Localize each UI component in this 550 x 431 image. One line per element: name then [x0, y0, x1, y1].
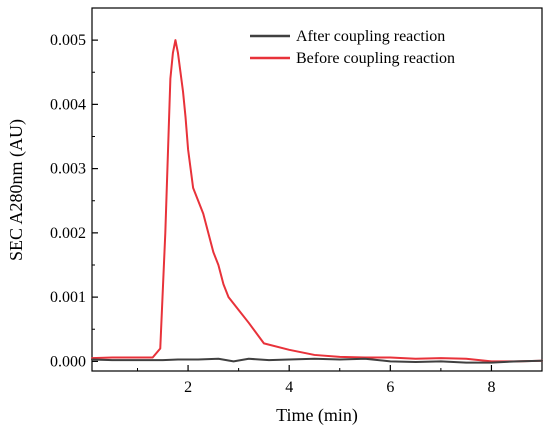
y-tick-label: 0.000 [50, 353, 86, 370]
x-tick-label: 8 [487, 379, 495, 396]
y-tick-label: 0.004 [50, 96, 86, 113]
x-tick-label: 4 [285, 379, 293, 396]
y-tick-label: 0.003 [50, 161, 86, 178]
x-axis-label: Time (min) [276, 405, 358, 426]
legend-label-after: After coupling reaction [296, 28, 445, 45]
y-tick-label: 0.001 [50, 289, 86, 306]
x-tick-label: 6 [386, 379, 394, 396]
y-axis: 0.000 0.001 0.002 0.003 0.004 0.005 [50, 32, 98, 370]
series-line-after-coupling [91, 357, 543, 364]
series-line-before-coupling [91, 39, 543, 363]
y-tick-label: 0.002 [50, 225, 86, 242]
y-tick-label: 0.005 [50, 32, 86, 49]
x-tick-label: 2 [184, 379, 192, 396]
plot-area [91, 7, 543, 372]
y-axis-label: SEC A280nm (AU) [6, 119, 27, 261]
legend: After coupling reaction Before coupling … [250, 28, 455, 67]
series-layer [91, 39, 543, 364]
legend-label-before: Before coupling reaction [296, 50, 455, 67]
plot-frame [91, 7, 543, 372]
x-axis: 2 4 6 8 [137, 365, 543, 396]
